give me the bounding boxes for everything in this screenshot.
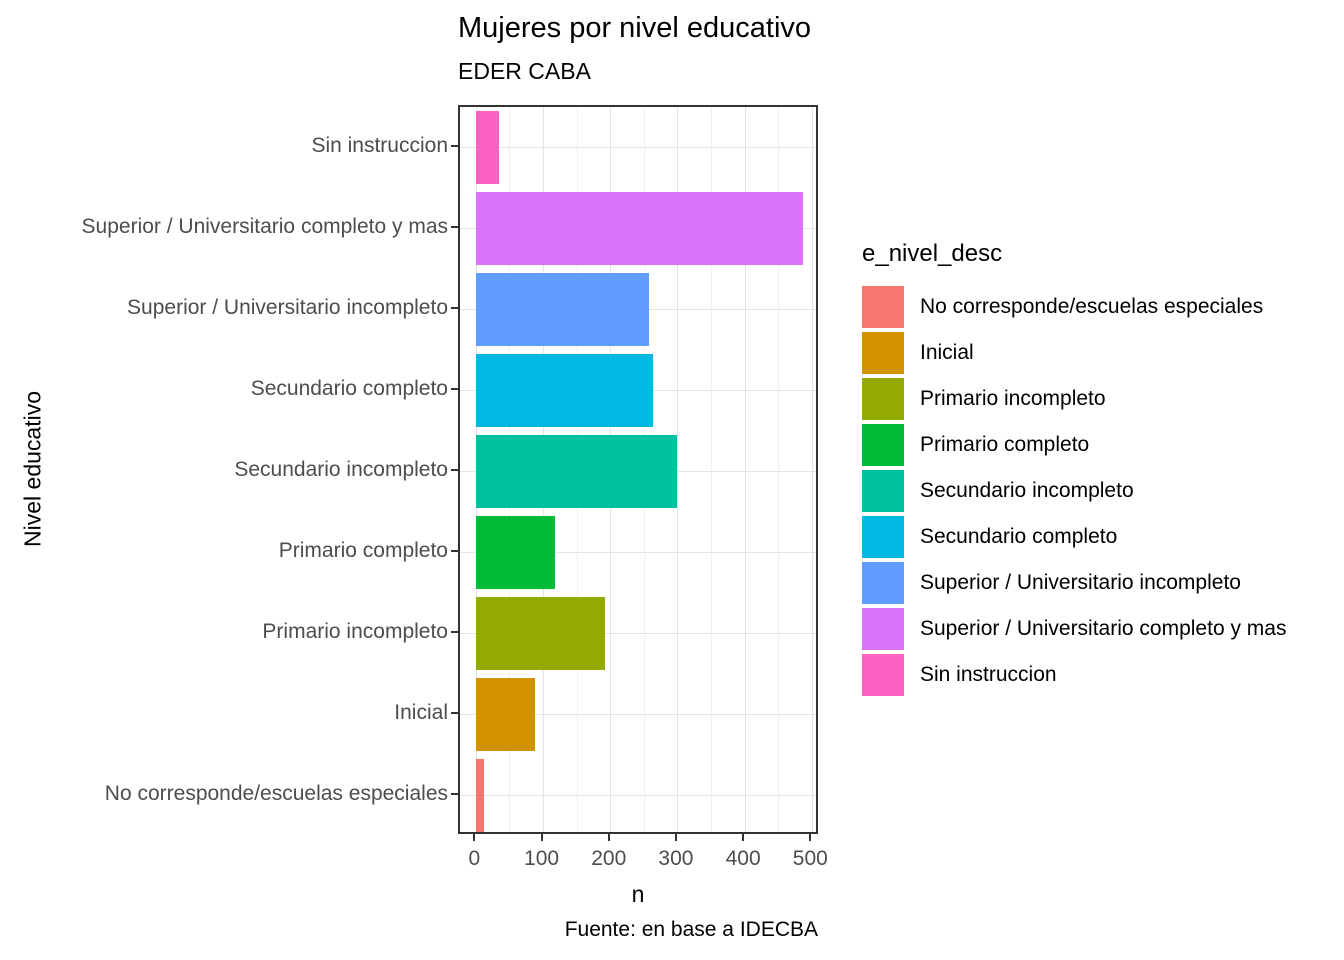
y-tick-label: Superior / Universitario incompleto (127, 295, 448, 319)
y-tick-label: Inicial (394, 700, 448, 724)
minor-gridline (778, 107, 780, 832)
y-tick-label: Secundario incompleto (234, 457, 448, 481)
y-tick-mark (451, 630, 458, 633)
legend-item-label: Superior / Universitario incompleto (920, 571, 1241, 594)
y-tick-label: No corresponde/escuelas especiales (104, 781, 448, 805)
chart-title: Mujeres por nivel educativo (458, 12, 812, 44)
x-tick-label: 200 (591, 847, 627, 870)
legend: e_nivel_desc No corresponde/escuelas esp… (862, 240, 1286, 700)
legend-item: Superior / Universitario incompleto (862, 562, 1286, 604)
major-gridline (744, 107, 746, 832)
y-tick-mark (451, 711, 458, 714)
plot-panel (458, 105, 818, 834)
y-tick-label: Superior / Universitario completo y mas (81, 214, 448, 238)
category-gridline (460, 795, 816, 796)
y-tick-mark (451, 468, 458, 471)
category-gridline (460, 633, 816, 634)
x-tick-mark (540, 834, 543, 841)
legend-item-label: Secundario incompleto (920, 479, 1134, 502)
legend-item-label: Primario completo (920, 433, 1090, 456)
legend-item-label: No corresponde/escuelas especiales (920, 295, 1264, 318)
chart-caption: Fuente: en base a IDECBA (564, 918, 818, 941)
bar-primario-completo (476, 516, 555, 589)
y-tick-mark (451, 792, 458, 795)
legend-title: e_nivel_desc (862, 240, 1003, 267)
x-tick-label: 300 (658, 847, 694, 870)
legend-key-swatch (862, 516, 904, 558)
legend-item-label: Sin instruccion (920, 663, 1057, 686)
y-tick-mark (451, 306, 458, 309)
x-tick-label: 400 (725, 847, 761, 870)
legend-item: Superior / Universitario completo y mas (862, 608, 1286, 650)
y-tick-mark (451, 549, 458, 552)
legend-key-swatch (862, 424, 904, 466)
bar-sin-instruccion (476, 111, 499, 184)
category-gridline (460, 552, 816, 553)
legend-item: Secundario completo (862, 516, 1286, 558)
major-gridline (677, 107, 679, 832)
legend-key-swatch (862, 654, 904, 696)
x-tick-mark (809, 834, 812, 841)
chart-subtitle: EDER CABA (458, 58, 591, 84)
y-tick-label: Primario incompleto (262, 619, 448, 643)
legend-item-label: Inicial (920, 341, 974, 364)
legend-key-swatch (862, 286, 904, 328)
major-gridline (811, 107, 813, 832)
bar-superior-universitario-incompleto (476, 273, 650, 346)
y-tick-mark (451, 225, 458, 228)
bar-no-corresponde-escuelas-especiales (476, 759, 485, 832)
legend-item-label: Primario incompleto (920, 387, 1106, 410)
legend-item: Secundario incompleto (862, 470, 1286, 512)
x-tick-label: 0 (468, 847, 481, 870)
bar-superior-universitario-completo-y-mas (476, 192, 803, 265)
legend-key-swatch (862, 608, 904, 650)
y-tick-mark (451, 387, 458, 390)
legend-items: No corresponde/escuelas especiales Inicia… (862, 286, 1286, 696)
bar-inicial (476, 678, 535, 751)
x-tick-label: 100 (524, 847, 560, 870)
y-tick-label: Primario completo (278, 538, 448, 562)
bar-primario-incompleto (476, 597, 605, 670)
legend-key-swatch (862, 332, 904, 374)
category-gridline (460, 714, 816, 715)
x-tick-label: 500 (792, 847, 828, 870)
x-tick-mark (607, 834, 610, 841)
bar-secundario-incompleto (476, 435, 678, 508)
legend-key-swatch (862, 378, 904, 420)
minor-gridline (711, 107, 713, 832)
legend-item: No corresponde/escuelas especiales (862, 286, 1286, 328)
y-tick-label: Sin instruccion (311, 133, 448, 157)
legend-item-label: Superior / Universitario completo y mas (920, 617, 1287, 640)
legend-item: Primario incompleto (862, 378, 1286, 420)
legend-item: Inicial (862, 332, 1286, 374)
x-axis-title: n (631, 881, 645, 907)
x-tick-mark (742, 834, 745, 841)
legend-key-swatch (862, 470, 904, 512)
legend-item-label: Secundario completo (920, 525, 1118, 548)
y-tick-mark (451, 144, 458, 147)
legend-item: Sin instruccion (862, 654, 1286, 696)
legend-item: Primario completo (862, 424, 1286, 466)
y-tick-label: Secundario completo (250, 376, 448, 400)
x-tick-mark (674, 834, 677, 841)
x-tick-mark (473, 834, 476, 841)
bar-secundario-completo (476, 354, 654, 427)
legend-key-swatch (862, 562, 904, 604)
category-gridline (460, 147, 816, 148)
